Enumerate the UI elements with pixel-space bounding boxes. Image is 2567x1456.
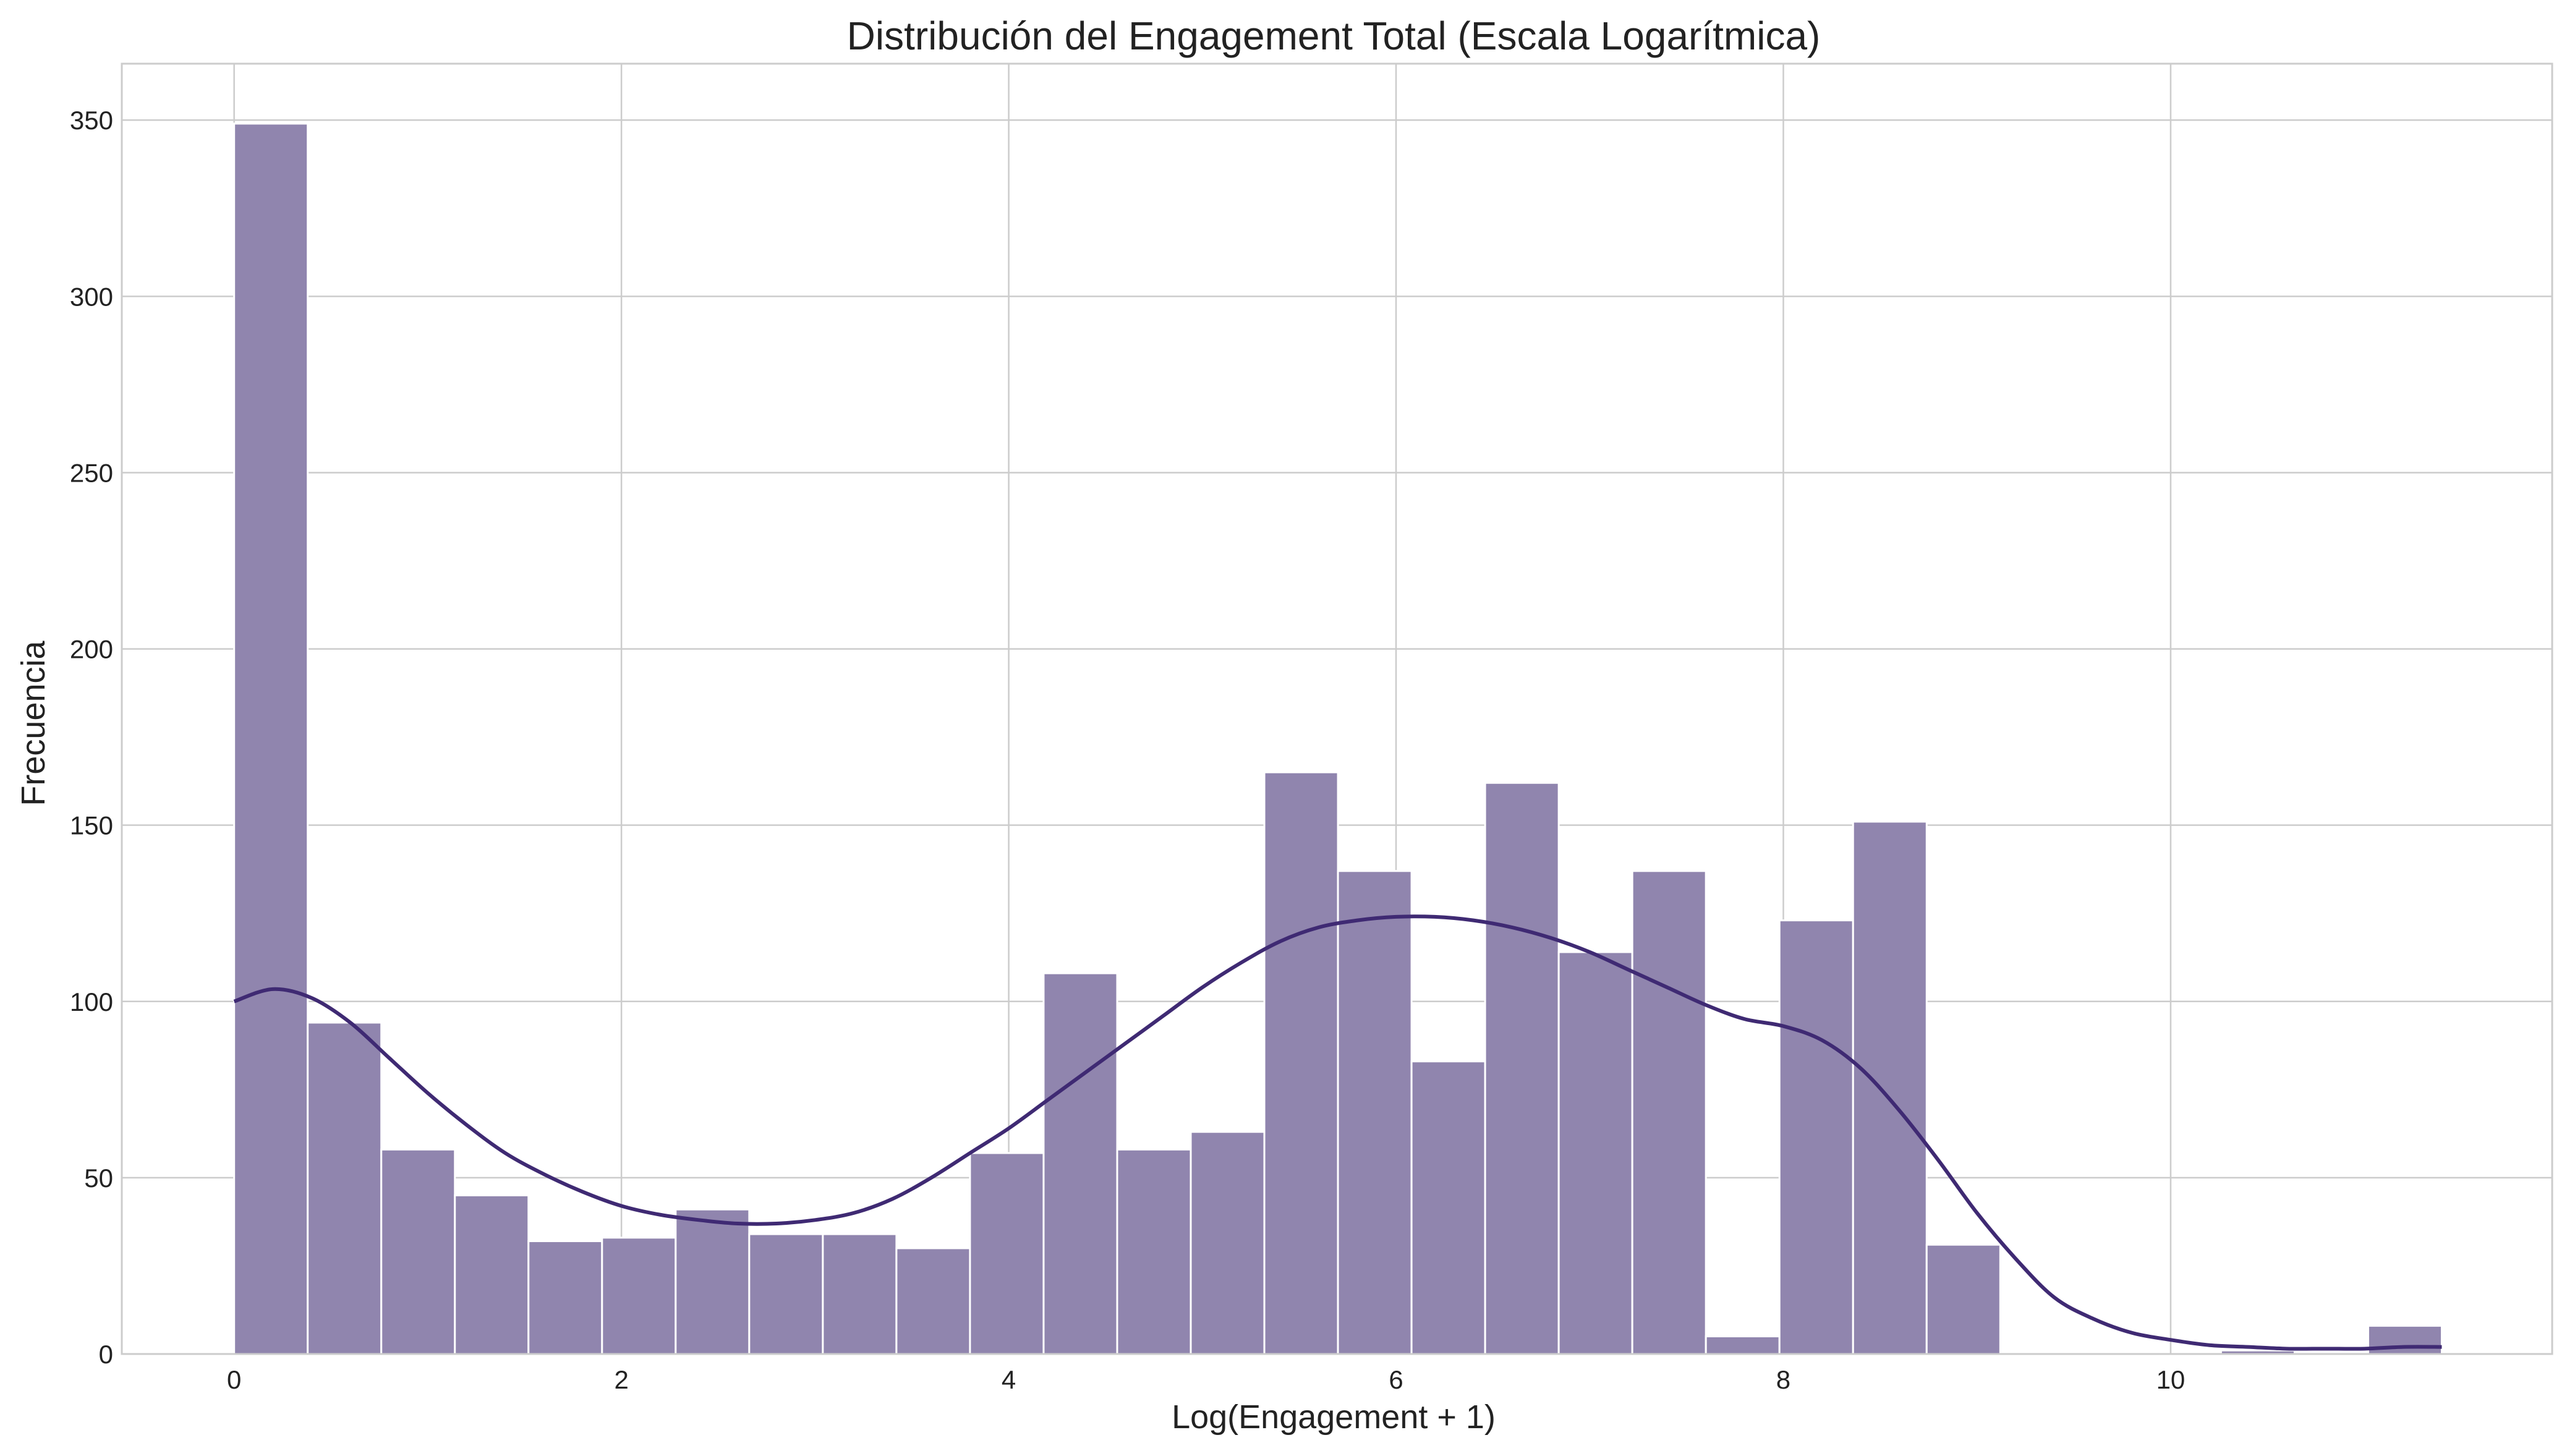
histogram-bar (1337, 870, 1413, 1355)
histogram-bar (601, 1237, 677, 1355)
histogram-bar (527, 1240, 603, 1355)
y-tick-label: 300 (70, 282, 113, 311)
y-tick-label: 350 (70, 106, 113, 135)
histogram-bar (1925, 1243, 2001, 1355)
histogram-bar (307, 1021, 383, 1355)
histogram-bar (1190, 1131, 1266, 1355)
histogram-bar (454, 1194, 530, 1355)
histogram-bar (895, 1247, 971, 1355)
histogram-bar (969, 1152, 1045, 1355)
y-tick-label: 0 (99, 1340, 113, 1369)
x-tick-label: 0 (227, 1365, 241, 1394)
histogram-bar (1263, 771, 1339, 1355)
x-tick-label: 6 (1389, 1365, 1403, 1394)
histogram-bar (380, 1148, 456, 1355)
x-tick-label: 8 (1776, 1365, 1790, 1394)
histogram-bar (233, 122, 309, 1355)
histogram-bar (1484, 781, 1560, 1355)
histogram-bars (233, 122, 2443, 1355)
x-tick-label: 2 (614, 1365, 628, 1394)
chart-title: Distribución del Engagement Total (Escal… (847, 14, 1821, 58)
histogram-bar (1852, 820, 1928, 1355)
x-tick-label: 4 (1002, 1365, 1016, 1394)
x-axis-label: Log(Engagement + 1) (1172, 1399, 1496, 1436)
histogram-bar (1557, 951, 1633, 1355)
histogram-bar (1631, 870, 1707, 1355)
histogram-bar (748, 1233, 824, 1355)
x-tick-label: 10 (2156, 1365, 2186, 1394)
histogram-bar (675, 1208, 751, 1355)
histogram-bar (1410, 1060, 1486, 1355)
y-tick-label: 200 (70, 635, 113, 664)
histogram-bar (1042, 972, 1118, 1355)
y-tick-label: 150 (70, 811, 113, 840)
histogram-bar (1116, 1148, 1192, 1355)
y-axis-label: Frecuencia (15, 640, 52, 806)
histogram-bar (1705, 1335, 1781, 1355)
y-tick-label: 250 (70, 458, 113, 487)
histogram-bar (1778, 919, 1854, 1355)
kde-line (233, 914, 2442, 1351)
plot-area-frame (121, 62, 2553, 1355)
y-tick-label: 100 (70, 987, 113, 1016)
y-tick-label: 50 (84, 1164, 113, 1193)
histogram-bar (822, 1233, 898, 1355)
